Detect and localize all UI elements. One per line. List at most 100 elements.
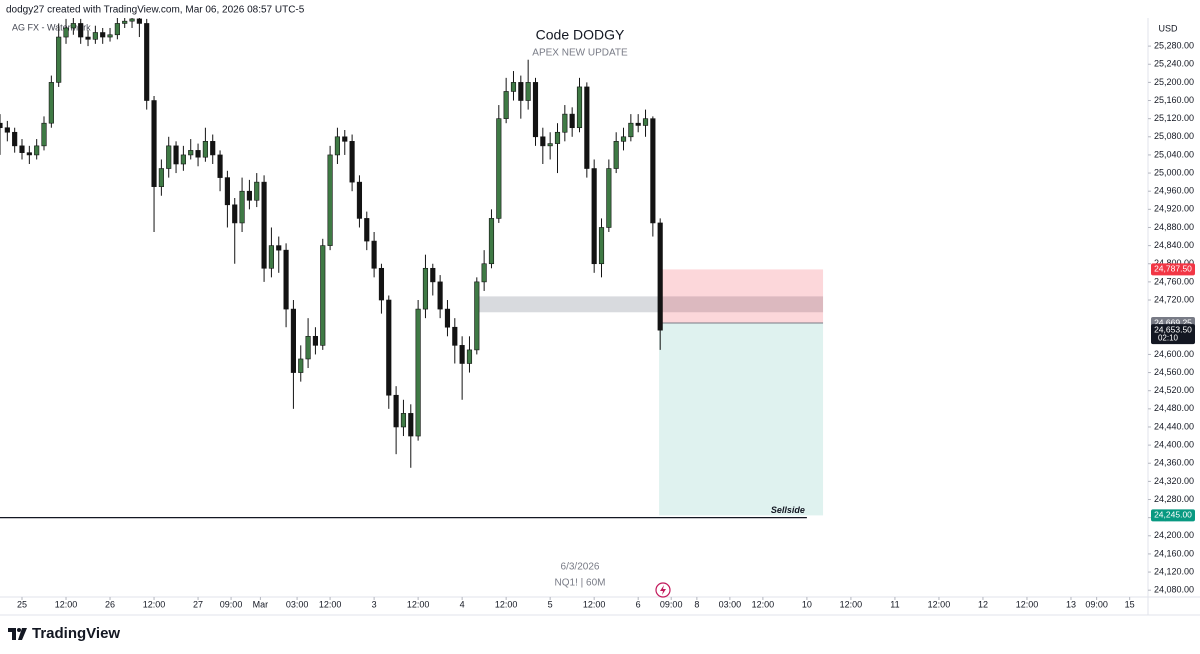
candle-body: [151, 100, 157, 187]
date-label: 6/3/2026: [561, 562, 600, 573]
y-tick-label: 24,840.00: [1154, 240, 1194, 250]
y-tick-label: 24,440.00: [1154, 421, 1194, 431]
x-tick-label: 12:00: [583, 599, 606, 609]
candle-body: [437, 281, 443, 310]
x-tick-label: 03:00: [286, 599, 309, 609]
x-tick-label: 03:00: [719, 599, 742, 609]
x-tick-label: 15: [1125, 599, 1135, 609]
y-tick-label: 25,120.00: [1154, 113, 1194, 123]
candle-body: [562, 113, 568, 133]
candle-body: [606, 168, 612, 228]
y-tick-label: 24,560.00: [1154, 367, 1194, 377]
candle-body: [268, 245, 274, 269]
y-tick-label: 24,800.00: [1154, 258, 1194, 268]
candle-body: [136, 18, 142, 24]
candle-body: [481, 263, 487, 283]
y-tick-label: 24,720.00: [1154, 294, 1194, 304]
chart-title: Code DODGY: [536, 27, 625, 43]
candle-body: [195, 150, 201, 158]
candle-body: [635, 122, 641, 126]
candle-body: [386, 299, 392, 396]
logo: TradingView: [8, 625, 120, 642]
logo-text: TradingView: [32, 625, 120, 642]
x-tick-label: 12:00: [55, 599, 78, 609]
candle-body: [254, 181, 260, 201]
x-tick-label: 12:00: [928, 599, 951, 609]
target-tag-label: 24,245.00: [1154, 510, 1192, 520]
y-tick-label: 24,480.00: [1154, 403, 1194, 413]
stop-tag: [1151, 263, 1195, 276]
candle-body: [261, 181, 267, 269]
candle-body: [452, 326, 458, 346]
y-tick-label: 25,280.00: [1154, 40, 1194, 50]
x-tick-label: 8: [694, 599, 699, 609]
x-tick-label: 13: [1066, 599, 1076, 609]
x-tick-label: 09:00: [660, 599, 683, 609]
candle-body: [100, 32, 106, 38]
y-tick-label: 24,360.00: [1154, 458, 1194, 468]
candle-body: [188, 150, 194, 156]
candle-body: [180, 154, 186, 165]
candle-body: [378, 267, 385, 301]
x-tick-label: Mar: [253, 599, 269, 609]
candle-body: [642, 118, 649, 126]
candle-body: [371, 240, 377, 269]
candle-body: [400, 413, 407, 428]
x-tick-label: 12:00: [1016, 599, 1039, 609]
candle-body: [4, 127, 10, 133]
candle-body: [364, 218, 370, 242]
x-tick-label: 5: [548, 599, 553, 609]
target-area: [659, 323, 824, 516]
y-tick-label: 25,000.00: [1154, 167, 1194, 177]
candle-body: [48, 82, 54, 124]
x-tick-label: 3: [372, 599, 377, 609]
x-tick-label: 11: [890, 599, 899, 609]
candle-body: [276, 245, 282, 251]
candle-body: [547, 143, 553, 147]
candle-body: [459, 345, 465, 364]
y-tick-label: 24,880.00: [1154, 222, 1194, 232]
x-tick-label: 09:00: [220, 599, 243, 609]
candle-body: [166, 145, 172, 169]
candle-body: [613, 141, 619, 169]
y-tick-label: 24,320.00: [1154, 476, 1194, 486]
candle-body: [466, 349, 473, 364]
candle-body: [312, 335, 318, 346]
candle-body: [320, 245, 326, 346]
y-tick-label: 24,280.00: [1154, 494, 1194, 504]
y-tick-label: 25,040.00: [1154, 149, 1194, 159]
candle-body: [525, 82, 531, 101]
candle-body: [122, 20, 128, 24]
candle-body: [144, 23, 150, 101]
y-tick-label: 24,120.00: [1154, 566, 1194, 576]
x-tick-label: 12:00: [752, 599, 775, 609]
plot: Sellside: [0, 18, 824, 519]
candle-body: [349, 141, 355, 183]
candle-body: [620, 136, 627, 142]
candle-body: [290, 308, 296, 373]
candle-body: [78, 23, 84, 38]
target-tag: [1151, 509, 1195, 522]
entry-tag-label: 24,669.25: [1154, 317, 1192, 327]
chart-subtitle: APEX NEW UPDATE: [532, 48, 628, 59]
candle-body: [650, 118, 656, 224]
y-tick-label: 25,240.00: [1154, 59, 1194, 69]
candle-body: [356, 181, 363, 219]
x-tick-label: 26: [105, 599, 115, 609]
y-tick-label: 24,200.00: [1154, 530, 1194, 540]
currency: USD: [1158, 23, 1178, 33]
candle-body: [224, 177, 230, 206]
level-label: Sellside: [771, 505, 805, 515]
candle-body: [232, 204, 238, 224]
y-tick-label: 24,160.00: [1154, 548, 1194, 558]
candle-body: [158, 168, 164, 187]
watermark: AG FX - Watermark: [12, 22, 91, 32]
y-tick-label: 24,960.00: [1154, 186, 1194, 196]
candle-body: [496, 118, 502, 219]
stop-tag-label: 24,787.50: [1154, 264, 1192, 274]
y-tick-label: 25,160.00: [1154, 95, 1194, 105]
x-tick-label: 12:00: [407, 599, 430, 609]
